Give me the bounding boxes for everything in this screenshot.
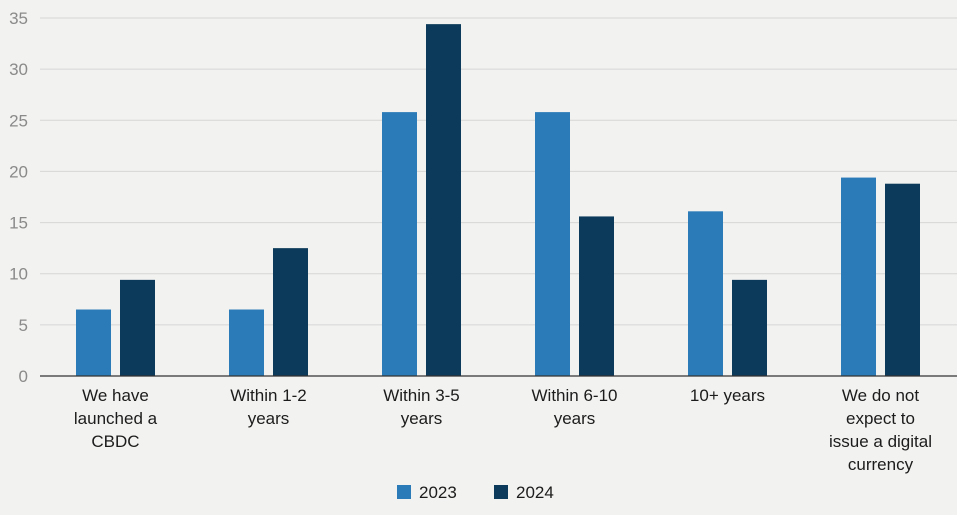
- bar-2023-3: [535, 112, 570, 377]
- bar-2024-4: [732, 279, 767, 376]
- bar-2023-4: [688, 211, 723, 376]
- bar-2024-1: [273, 248, 308, 376]
- category-label-line: issue a digital: [829, 432, 932, 451]
- category-label-line: Within 6-10: [532, 386, 618, 405]
- category-label: We have launched a CBDC: [74, 386, 158, 451]
- category-label: We do not expect to issue a digital currenc…: [829, 386, 932, 474]
- category-label-line: years: [248, 409, 290, 428]
- legend-swatch-2023: [397, 485, 411, 499]
- category-label-line: Within 1-2: [230, 386, 307, 405]
- y-tick-label: 25: [9, 111, 28, 130]
- category-label: Within 1-2 years: [230, 386, 307, 428]
- bar-2023-2: [382, 112, 417, 377]
- y-tick-label: 10: [9, 265, 28, 284]
- category-label-line: Within 3-5: [383, 386, 460, 405]
- legend-label-2024: 2024: [516, 483, 554, 502]
- y-tick-label: 0: [19, 367, 28, 386]
- category-label: Within 6-10 years: [532, 386, 618, 428]
- y-axis-ticks: 0 5 10 15 20 25 30 35: [9, 9, 28, 386]
- y-tick-label: 15: [9, 214, 28, 233]
- bar-2024-3: [579, 216, 614, 376]
- bar-2023-0: [76, 309, 111, 376]
- category-label-line: 10+ years: [690, 386, 765, 405]
- bar-2024-5: [885, 183, 920, 376]
- y-tick-label: 30: [9, 60, 28, 79]
- category-label-line: currency: [848, 455, 914, 474]
- bar-2023-5: [841, 177, 876, 376]
- category-label-line: years: [554, 409, 596, 428]
- category-label: 10+ years: [690, 386, 765, 405]
- bars: [76, 24, 920, 377]
- bar-2024-2: [426, 24, 461, 376]
- gridlines: [40, 17, 957, 326]
- y-tick-label: 20: [9, 162, 28, 181]
- category-label-line: We do not: [842, 386, 919, 405]
- bar-2024-0: [120, 279, 155, 376]
- category-label-line: years: [401, 409, 443, 428]
- category-label: Within 3-5 years: [383, 386, 460, 428]
- category-label-line: launched a: [74, 409, 158, 428]
- category-label-line: We have: [82, 386, 149, 405]
- legend: 2023 2024: [397, 483, 554, 502]
- legend-label-2023: 2023: [419, 483, 457, 502]
- y-tick-label: 5: [19, 316, 28, 335]
- legend-swatch-2024: [494, 485, 508, 499]
- bar-2023-1: [229, 309, 264, 376]
- y-tick-label: 35: [9, 9, 28, 28]
- category-label-line: CBDC: [91, 432, 139, 451]
- category-label-line: expect to: [846, 409, 915, 428]
